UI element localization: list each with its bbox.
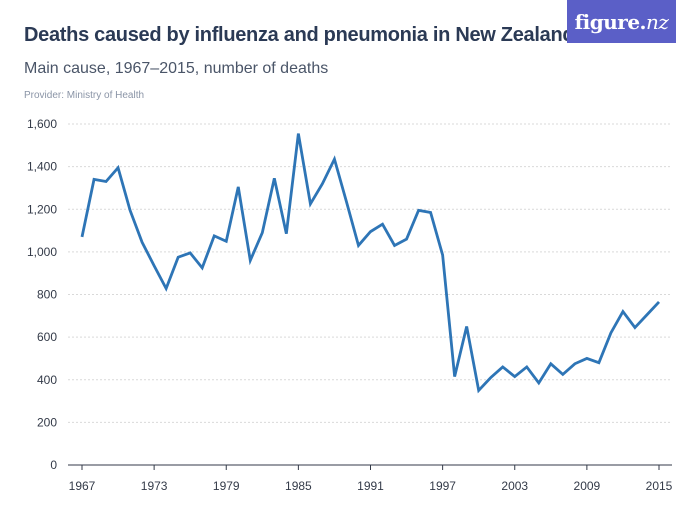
data-provider: Provider: Ministry of Health xyxy=(24,90,145,101)
y-tick-label: 1,400 xyxy=(27,160,57,174)
data-point xyxy=(248,258,253,263)
data-point xyxy=(368,229,373,234)
data-point xyxy=(476,388,481,393)
data-point xyxy=(152,263,157,268)
data-point xyxy=(380,222,385,227)
data-point xyxy=(104,179,109,184)
y-tick-label: 600 xyxy=(37,330,57,344)
data-point xyxy=(620,309,625,314)
data-point xyxy=(296,131,301,136)
data-point xyxy=(416,208,421,213)
logo-text-main: figure. xyxy=(574,9,647,34)
data-point xyxy=(236,184,241,189)
data-point xyxy=(344,199,349,204)
data-point xyxy=(644,312,649,317)
data-point xyxy=(128,208,133,213)
y-tick-label: 1,000 xyxy=(27,245,57,259)
data-point xyxy=(212,233,217,238)
deaths-series-line xyxy=(80,133,661,394)
data-point xyxy=(572,361,577,366)
data-point xyxy=(488,375,493,380)
data-point xyxy=(176,255,181,260)
data-point xyxy=(584,356,589,361)
y-tick-label: 1,200 xyxy=(27,202,57,216)
y-tick-label: 400 xyxy=(37,373,57,387)
x-tick-label: 1985 xyxy=(285,479,312,493)
x-tick-label: 2015 xyxy=(646,479,673,493)
figure-nz-logo[interactable]: figure. nz xyxy=(567,0,676,43)
data-point xyxy=(536,380,541,385)
data-point xyxy=(272,176,277,181)
data-point xyxy=(512,374,517,379)
data-point xyxy=(140,240,145,245)
data-point xyxy=(404,237,409,242)
logo-text-tail: nz xyxy=(646,9,669,34)
data-point xyxy=(200,265,205,270)
data-point xyxy=(92,177,97,182)
x-tick-label: 1979 xyxy=(213,479,240,493)
y-tick-label: 200 xyxy=(37,415,57,429)
data-point xyxy=(260,230,265,235)
data-point xyxy=(464,324,469,329)
data-point xyxy=(356,243,361,248)
y-tick-label: 1,600 xyxy=(27,117,57,131)
data-point xyxy=(608,330,613,335)
data-point xyxy=(657,299,662,304)
data-point xyxy=(548,361,553,366)
chart-title: Deaths caused by influenza and pneumonia… xyxy=(24,24,575,46)
data-point xyxy=(116,165,121,170)
axis-layer: 0 200 400 600 800 1,000 1,200 1,400 1,600 1967 197… xyxy=(27,117,673,493)
data-point xyxy=(224,239,229,244)
data-point xyxy=(332,157,337,162)
data-point xyxy=(596,360,601,365)
data-point xyxy=(428,210,433,215)
y-tick-label: 0 xyxy=(50,458,57,472)
data-point xyxy=(164,286,169,291)
data-point xyxy=(500,364,505,369)
grid-layer xyxy=(68,123,672,423)
y-tick-label: 800 xyxy=(37,288,57,302)
data-point xyxy=(320,181,325,186)
x-tick-label: 1997 xyxy=(429,479,456,493)
x-tick-label: 1991 xyxy=(357,479,384,493)
data-point xyxy=(392,243,397,248)
data-point xyxy=(560,372,565,377)
data-point xyxy=(188,250,193,255)
data-point xyxy=(524,364,529,369)
chart-subtitle: Main cause, 1967–2015, number of deaths xyxy=(24,60,329,77)
data-point xyxy=(284,231,289,236)
data-point xyxy=(308,201,313,206)
x-tick-label: 1973 xyxy=(141,479,168,493)
series-layer xyxy=(80,131,662,394)
x-tick-label: 2003 xyxy=(501,479,528,493)
data-point xyxy=(440,253,445,258)
x-tick-label: 1967 xyxy=(69,479,96,493)
data-point xyxy=(632,325,637,330)
x-tick-label: 2009 xyxy=(574,479,601,493)
data-point xyxy=(80,234,85,239)
data-point xyxy=(452,374,457,379)
